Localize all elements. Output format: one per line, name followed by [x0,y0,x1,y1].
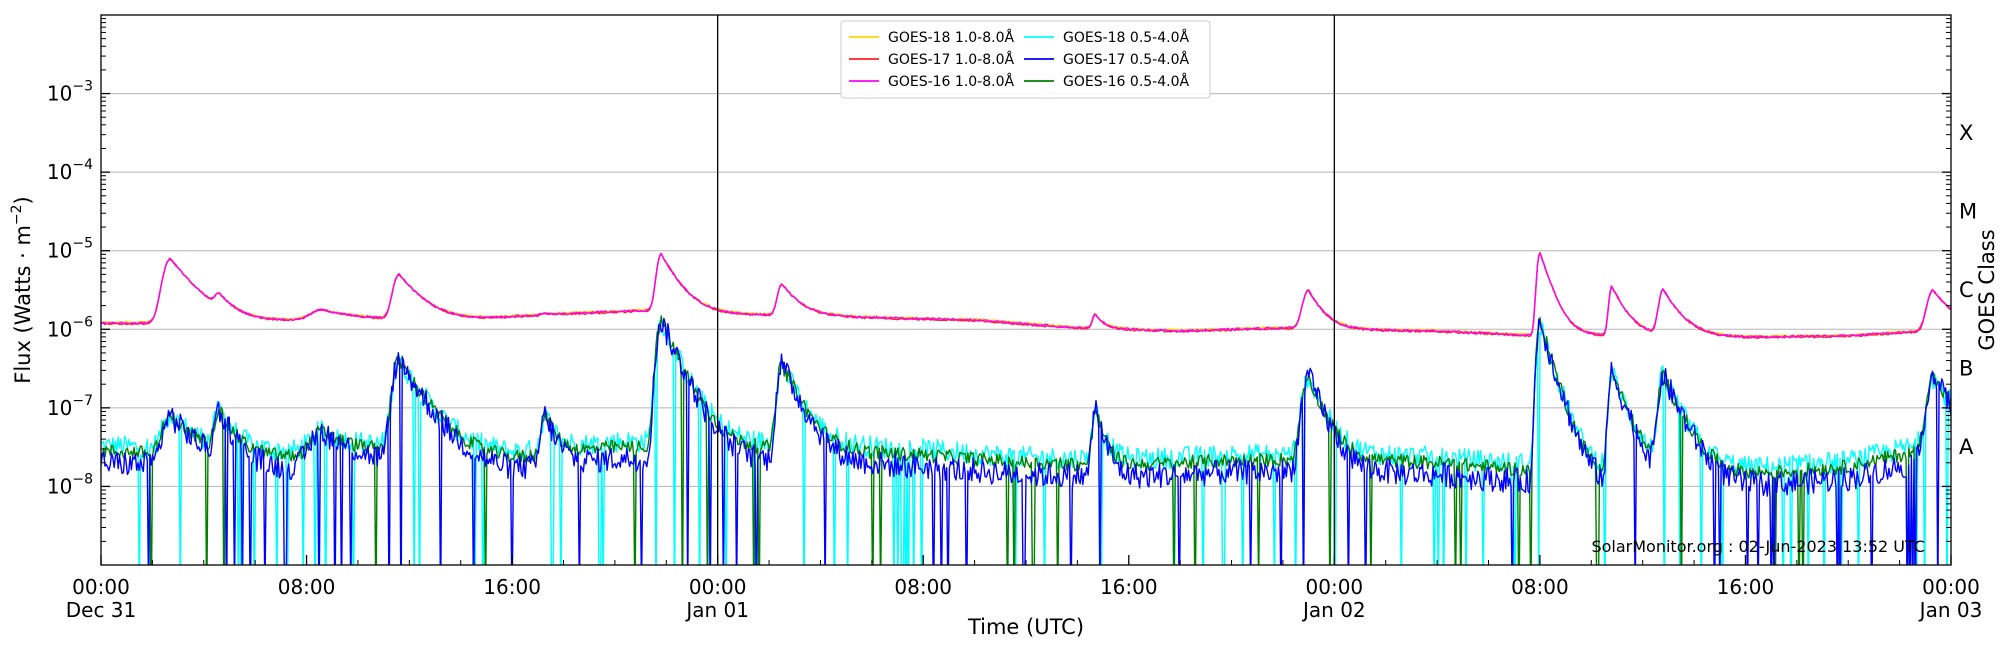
legend: GOES-18 1.0-8.0Å GOES-17 1.0-8.0Å GOES-16 … [840,20,1211,99]
y-tick-exponent: −6 [72,314,93,330]
legend-label: GOES-18 0.5-4.0Å [1063,29,1189,46]
goes-class-label: B [1959,357,1973,381]
tick-layer [100,18,1952,565]
legend-label: GOES-17 0.5-4.0Å [1063,51,1189,68]
goes-class-label: M [1959,199,1977,223]
x-tick-label: 00:00 [72,575,130,599]
y-tick-exponent: −7 [72,393,93,409]
legend-label: GOES-17 1.0-8.0Å [888,51,1014,68]
y-tick-base: 10 [47,82,72,106]
y-tick-label: 10−7 [47,393,93,420]
series-line-goes-17-0-5-4-0- [101,317,1951,565]
credit-text: SolarMonitor.org : 02-Jun-2023 13:52 UTC [1591,537,1925,556]
y-tick-label: 10−3 [47,79,93,106]
y-tick-base: 10 [47,160,72,184]
y-tick-exponent: −4 [72,157,93,173]
y-tick-exponent: −5 [72,236,93,252]
y-tick-label: 10−4 [47,157,93,184]
y-tick-base: 10 [47,239,72,263]
x-tick-label: 16:00 [1100,575,1158,599]
x-tick-label: 00:00 [1922,575,1980,599]
x-tick-label: 00:00 [689,575,747,599]
goes-class-axis-title: GOES Class [1975,229,1999,350]
y-axis-title: Flux (Watts · m−2) [9,196,35,384]
x-tick-label: 16:00 [483,575,541,599]
series-line-goes-16-0-5-4-0- [101,315,1951,565]
x-tick-date-label: Dec 31 [66,598,137,622]
series-line-goes-16-1-0-8-0- [101,252,1951,339]
legend-label: GOES-16 0.5-4.0Å [1063,73,1189,90]
y-tick-label: 10−5 [47,236,93,263]
x-tick-label: 00:00 [1306,575,1364,599]
x-tick-label: 08:00 [278,575,336,599]
goes-class-label: X [1959,121,1973,145]
x-tick-label: 08:00 [894,575,952,599]
y-tick-base: 10 [47,396,72,420]
x-tick-label: 16:00 [1717,575,1775,599]
legend-label: GOES-18 1.0-8.0Å [888,29,1014,46]
x-tick-date-label: Jan 02 [1301,598,1366,622]
x-axis-title: Time (UTC) [967,615,1084,639]
x-tick-label: 08:00 [1511,575,1569,599]
series-layer [101,251,1951,565]
day-boundary-layer [717,15,1335,565]
legend-label: GOES-16 1.0-8.0Å [888,73,1014,90]
y-tick-base: 10 [47,317,72,341]
goes-class-label: C [1959,278,1974,302]
y-tick-label: 10−8 [47,471,93,498]
y-tick-label: 10−6 [47,314,93,341]
x-tick-date-label: Jan 01 [684,598,749,622]
x-tick-date-label: Jan 03 [1918,598,1983,622]
y-tick-exponent: −8 [72,471,93,487]
y-tick-base: 10 [47,474,72,498]
goes-class-label: A [1959,435,1974,459]
y-tick-exponent: −3 [72,79,93,95]
